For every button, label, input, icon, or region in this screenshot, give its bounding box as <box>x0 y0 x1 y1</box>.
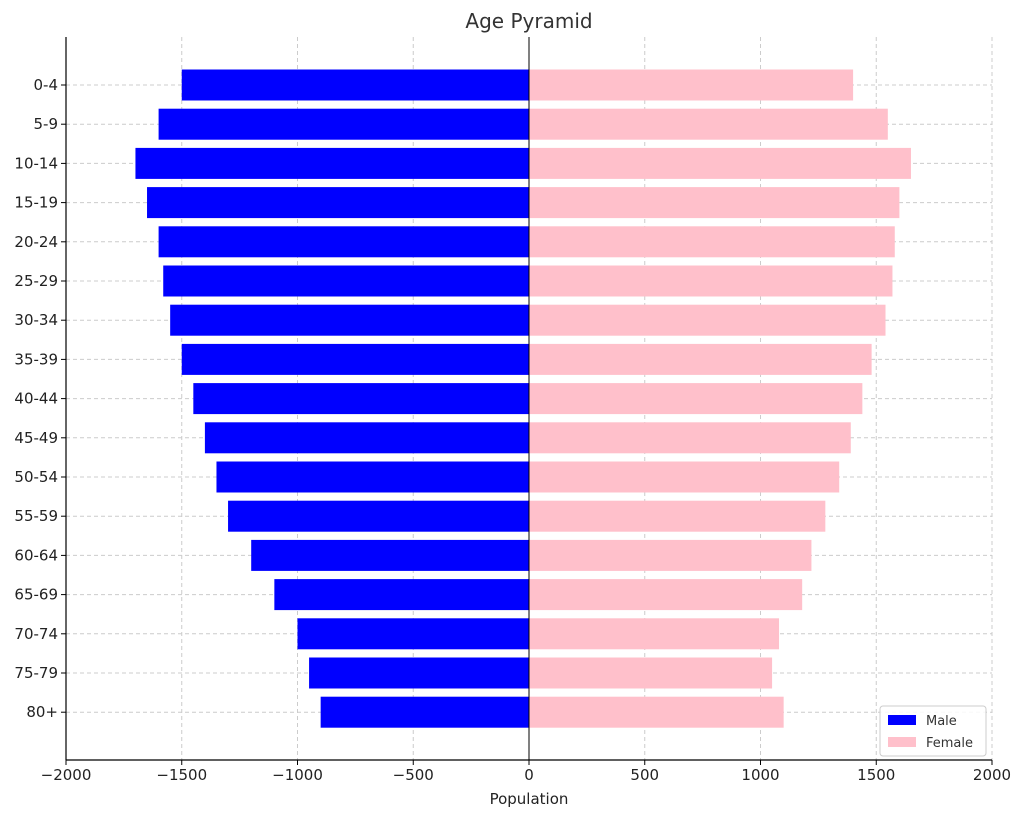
bar-female-50-54 <box>529 461 840 493</box>
y-tick-label-8: 40-44 <box>14 390 58 408</box>
x-tick-label-4: 0 <box>524 766 534 784</box>
bar-male-30-34 <box>170 304 530 336</box>
legend-swatch-female <box>888 737 916 747</box>
bar-female-20-24 <box>529 226 895 258</box>
bar-male-80+ <box>320 696 529 728</box>
bar-female-60-64 <box>529 539 812 571</box>
bar-male-65-69 <box>274 579 529 611</box>
y-tick-label-9: 45-49 <box>14 429 58 447</box>
bar-female-5-9 <box>529 108 888 140</box>
y-tick-label-15: 75-79 <box>14 664 58 682</box>
bar-male-50-54 <box>216 461 529 493</box>
legend-label-male: Male <box>926 714 957 729</box>
bar-male-45-49 <box>204 422 529 454</box>
x-axis-label: Population <box>490 790 569 808</box>
legend-label-female: Female <box>926 736 973 751</box>
chart-title: Age Pyramid <box>465 9 592 33</box>
y-tick-label-3: 15-19 <box>14 194 58 212</box>
bar-male-25-29 <box>163 265 530 297</box>
x-tick-label-6: 1000 <box>741 766 779 784</box>
legend: Male Female <box>879 705 987 757</box>
y-tick-label-4: 20-24 <box>14 233 58 251</box>
bar-female-70-74 <box>529 618 780 650</box>
bar-female-25-29 <box>529 265 893 297</box>
bar-female-40-44 <box>529 383 863 415</box>
y-tick-label-11: 55-59 <box>14 507 58 525</box>
y-tick-label-5: 25-29 <box>14 272 58 290</box>
bar-male-70-74 <box>297 618 529 650</box>
bar-female-15-19 <box>529 187 900 219</box>
x-tick-label-5: 500 <box>630 766 659 784</box>
x-tick-label-2: −1000 <box>272 766 323 784</box>
bar-male-0-4 <box>181 69 529 101</box>
bar-female-80+ <box>529 696 784 728</box>
y-tick-label-6: 30-34 <box>14 311 58 329</box>
bar-male-10-14 <box>135 147 529 179</box>
y-tick-label-13: 65-69 <box>14 586 58 604</box>
y-tick-label-7: 35-39 <box>14 350 58 368</box>
bar-male-20-24 <box>158 226 529 258</box>
bar-male-5-9 <box>158 108 529 140</box>
y-tick-label-12: 60-64 <box>14 546 58 564</box>
y-tick-label-14: 70-74 <box>14 625 58 643</box>
x-tick-label-0: −2000 <box>41 766 92 784</box>
bar-female-45-49 <box>529 422 851 454</box>
bar-male-75-79 <box>309 657 529 689</box>
y-tick-label-1: 5-9 <box>34 115 59 133</box>
bar-female-35-39 <box>529 343 872 375</box>
legend-swatch-male <box>888 715 916 725</box>
y-tick-label-16: 80+ <box>26 703 58 721</box>
x-tick-label-1: −1500 <box>156 766 207 784</box>
bars-layer <box>135 69 911 728</box>
x-tick-label-7: 1500 <box>857 766 895 784</box>
bar-female-30-34 <box>529 304 886 336</box>
y-tick-label-0: 0-4 <box>34 76 59 94</box>
bar-female-10-14 <box>529 147 911 179</box>
bar-male-60-64 <box>251 539 529 571</box>
bar-female-55-59 <box>529 500 826 532</box>
y-tick-label-2: 10-14 <box>14 154 58 172</box>
x-tick-label-8: 2000 <box>973 766 1011 784</box>
bar-female-75-79 <box>529 657 773 689</box>
bar-female-0-4 <box>529 69 854 101</box>
bar-female-65-69 <box>529 579 803 611</box>
bar-male-35-39 <box>181 343 529 375</box>
x-tick-label-3: −500 <box>393 766 434 784</box>
bar-male-55-59 <box>228 500 530 532</box>
bar-male-15-19 <box>147 187 529 219</box>
ticks-layer: −2000 −1500 −1000 −500 0 500 1000 1500 2000 0-4 5-… <box>14 76 1011 784</box>
y-tick-label-10: 50-54 <box>14 468 58 486</box>
bar-male-40-44 <box>193 383 529 415</box>
